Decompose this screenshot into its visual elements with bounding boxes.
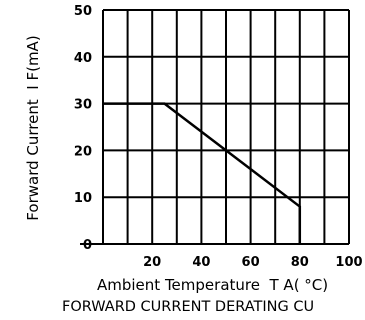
y-tick-label: 50 bbox=[74, 4, 92, 19]
y-tick-label: 30 bbox=[74, 98, 92, 113]
x-tick-label: 20 bbox=[143, 255, 161, 270]
chart-title: FORWARD CURRENT DERATING CU bbox=[62, 299, 314, 315]
x-tick-label: 80 bbox=[291, 255, 309, 270]
x-tick-labels: 20 40 60 80 100 bbox=[143, 255, 362, 270]
grid bbox=[80, 9, 350, 245]
y-axis-label: Forward Current I F(mA) bbox=[24, 35, 42, 220]
x-axis-label: Ambient Temperature T A( °C) bbox=[97, 276, 328, 294]
x-tick-label: 100 bbox=[335, 255, 362, 270]
y-tick-label: 10 bbox=[74, 191, 92, 206]
series-layer bbox=[103, 102, 302, 244]
series-line bbox=[103, 102, 302, 244]
x-tick-label: 60 bbox=[242, 255, 260, 270]
y-tick-label: 0 bbox=[83, 238, 92, 253]
y-tick-labels: 0 10 20 30 40 50 bbox=[74, 4, 92, 253]
x-tick-label: 40 bbox=[192, 255, 210, 270]
y-tick-label: 20 bbox=[74, 144, 92, 159]
y-tick-label: 40 bbox=[74, 51, 92, 66]
